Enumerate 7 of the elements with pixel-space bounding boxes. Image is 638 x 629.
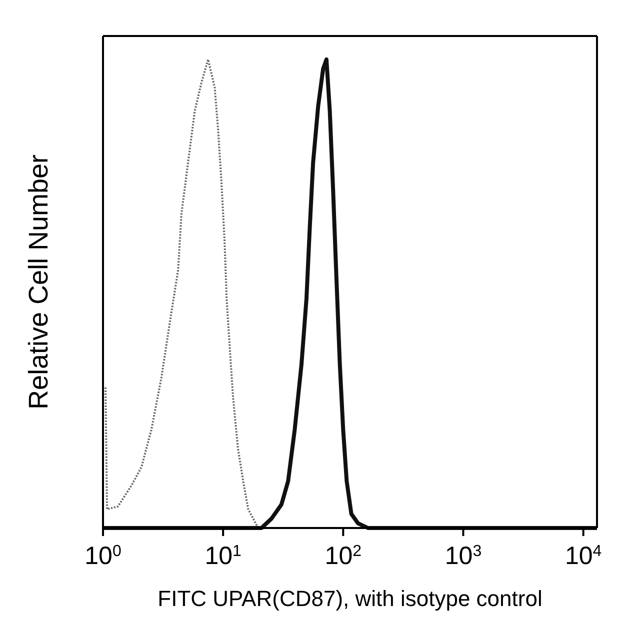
y-axis-title: Relative Cell Number <box>24 154 54 410</box>
x-tick-label: 10$^{0}$ <box>84 542 122 570</box>
x-tick-label: 10$^{2}$ <box>324 542 362 570</box>
x-tick-label: 10$^{4}$ <box>564 542 602 570</box>
x-tick-label: 10$^{3}$ <box>444 542 482 570</box>
x-tick-label: 10$^{1}$ <box>204 542 242 570</box>
x-axis-title: FITC UPAR(CD87), with isotype control <box>158 586 542 611</box>
